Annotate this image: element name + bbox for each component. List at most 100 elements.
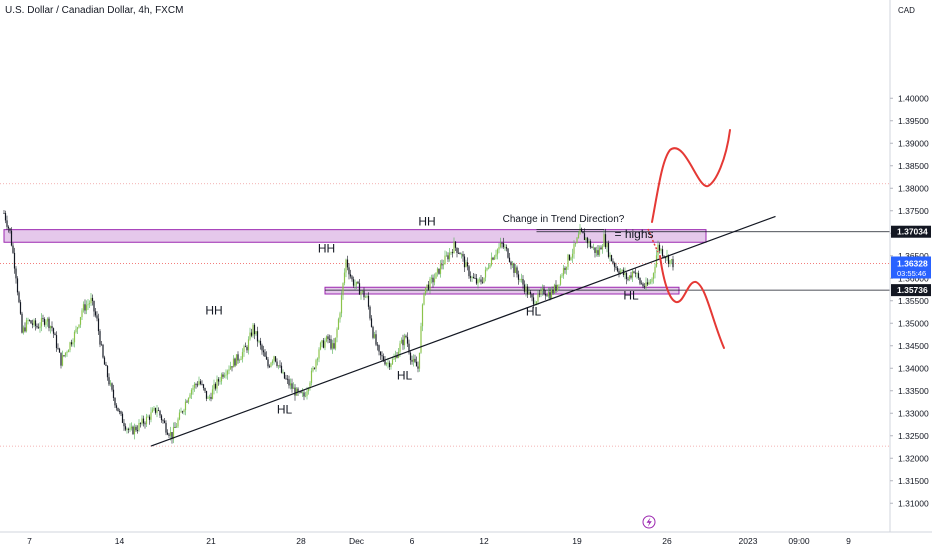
candle-body <box>567 254 569 267</box>
candle-body <box>645 282 647 288</box>
y-tick-label: 1.34000 <box>898 363 929 373</box>
candle-body <box>426 284 428 288</box>
candle-body <box>198 381 200 385</box>
candle-body <box>388 362 391 368</box>
price-tag-resistance: 1.37034 <box>897 227 928 237</box>
x-tick-label: 09:00 <box>788 536 810 546</box>
candle-body <box>454 241 457 248</box>
candle-body <box>519 279 521 281</box>
candle-body <box>270 362 272 367</box>
candle-body <box>471 276 473 278</box>
candle-body <box>301 392 304 394</box>
candle-body <box>609 255 611 257</box>
candle-body <box>595 250 598 253</box>
x-tick-label: 26 <box>662 536 672 546</box>
candle-body <box>415 361 418 367</box>
candle-body <box>513 263 515 273</box>
candle-body <box>436 268 439 273</box>
candle-body <box>409 352 412 361</box>
lightning-icon[interactable] <box>642 515 656 529</box>
candle-body <box>216 379 218 389</box>
candle-body <box>136 430 139 431</box>
candle-body <box>517 274 520 280</box>
candle-body <box>177 419 179 427</box>
candle-body <box>400 339 403 344</box>
candle-body <box>648 282 650 285</box>
candle-body <box>357 281 359 284</box>
candle-body <box>667 255 670 264</box>
candle-body <box>670 259 673 261</box>
candle-body <box>265 356 268 360</box>
candle-body <box>309 382 311 389</box>
y-tick-label: 1.33000 <box>898 408 929 418</box>
candle-body <box>153 407 155 410</box>
candle-body <box>67 350 70 353</box>
candle-body <box>159 410 161 416</box>
candle-body <box>315 360 317 369</box>
candle-body <box>337 319 340 330</box>
candle-body <box>469 276 472 278</box>
candle-body <box>252 324 254 336</box>
candle-body <box>514 267 517 273</box>
candle-countdown: 03:55:46 <box>897 269 926 278</box>
candle-body <box>537 293 539 302</box>
candle-body <box>321 340 323 343</box>
candle-body <box>366 295 368 297</box>
candle-body <box>171 432 173 440</box>
candle-body <box>615 266 617 268</box>
candle-body <box>31 323 34 325</box>
x-tick-label: 28 <box>296 536 306 546</box>
candle-body <box>405 335 407 338</box>
candle-body <box>481 281 484 283</box>
candle-body <box>453 241 455 254</box>
candle-body <box>532 297 535 305</box>
candle-body <box>658 244 661 251</box>
candle-body <box>138 422 140 431</box>
y-tick-label: 1.31000 <box>898 498 929 508</box>
candle-body <box>22 327 25 333</box>
candle-body <box>246 347 248 351</box>
candle-body <box>507 248 509 258</box>
candle-body <box>36 325 38 328</box>
candle-body <box>520 279 523 280</box>
candle-body <box>571 253 574 258</box>
candle-body <box>591 247 593 249</box>
candle-body <box>445 255 448 257</box>
candle-body <box>372 326 374 338</box>
candle-body <box>312 367 314 371</box>
candle-body <box>663 255 665 257</box>
candle-body <box>456 247 458 253</box>
price-tag-current: 1.36328 <box>897 258 928 268</box>
candle-body <box>646 282 649 285</box>
candle-body <box>57 348 59 349</box>
candle-body <box>538 293 541 295</box>
candle-body <box>55 335 58 349</box>
candle-body <box>657 244 659 256</box>
candle-body <box>459 253 461 255</box>
candle-body <box>130 426 133 429</box>
candle-body <box>30 320 32 324</box>
price-tag-support: 1.35736 <box>897 285 928 295</box>
candle-body <box>460 254 463 255</box>
candle-body <box>223 375 226 377</box>
candle-body <box>633 271 635 273</box>
label-hh-2: HH <box>318 242 335 256</box>
candle-body <box>654 266 656 274</box>
ascending-trendline <box>150 215 776 447</box>
candle-body <box>394 355 397 359</box>
candle-body <box>237 354 239 361</box>
chart-title: U.S. Dollar / Canadian Dollar, 4h, FXCM <box>5 5 183 16</box>
candle-body <box>498 246 500 250</box>
projection-down-path <box>659 255 725 349</box>
candle-body <box>637 273 640 278</box>
x-tick-label: 12 <box>479 536 489 546</box>
candle-body <box>330 339 332 349</box>
x-tick-label: 19 <box>572 536 582 546</box>
candle-body <box>384 360 386 365</box>
candle-body <box>484 269 487 278</box>
candle-body <box>3 213 5 214</box>
candle-body <box>550 289 553 299</box>
price-tag-resistance-bg <box>891 225 931 238</box>
candle-body <box>489 265 491 268</box>
candle-body <box>70 342 73 345</box>
